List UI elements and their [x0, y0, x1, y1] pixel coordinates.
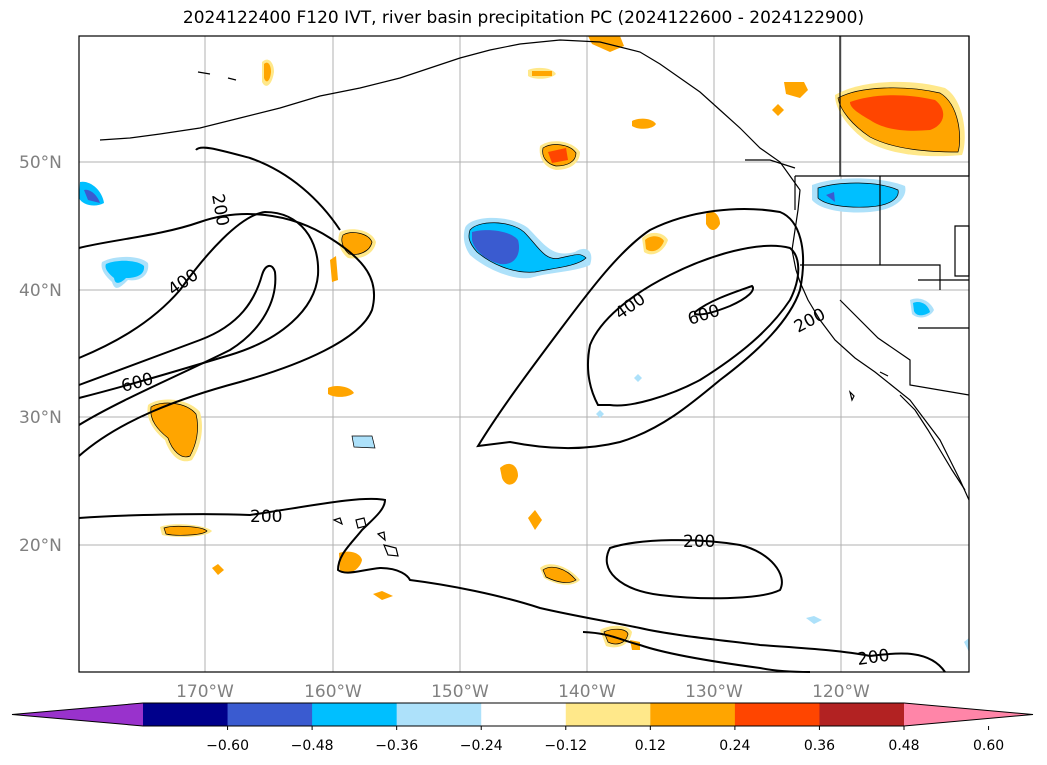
colorbar-segment: [650, 703, 736, 726]
colorbar-segment: [396, 703, 482, 726]
colorbar-tick-label: 0.48: [888, 738, 919, 754]
contour-label: 200: [250, 507, 282, 527]
lat-label: 20°N: [19, 536, 62, 556]
colorbar: −0.60 −0.48 −0.36 −0.24 −0.12 0.12 0.24 0.36 0.4…: [11, 702, 1034, 754]
contour-label: 200: [683, 532, 715, 552]
colorbar-tick-label: 0.24: [719, 738, 750, 754]
contour-label: 200: [856, 646, 891, 670]
colorbar-tick-label: 0.12: [635, 738, 666, 754]
colorbar-segment: [227, 703, 313, 726]
colorbar-tick-label: −0.36: [375, 738, 418, 754]
gridlines: [79, 36, 969, 672]
lon-label: 150°W: [431, 682, 489, 702]
lon-label: 130°W: [685, 682, 743, 702]
colorbar-outline: [11, 702, 1034, 727]
lon-label: 160°W: [304, 682, 362, 702]
lon-label: 120°W: [812, 682, 870, 702]
colorbar-tick-label: 0.36: [804, 738, 835, 754]
colorbar-tick-label: −0.48: [291, 738, 334, 754]
precip-outlines: [150, 87, 960, 645]
lon-label: 170°W: [176, 682, 234, 702]
colorbar-tick-label: −0.12: [544, 738, 587, 754]
lat-label: 30°N: [19, 408, 62, 428]
colorbar-segment: [312, 703, 398, 726]
colorbar-segment: [143, 703, 229, 726]
ivt-contours: [78, 146, 946, 673]
colorbar-extend-low: [12, 703, 143, 726]
map-border: [78, 35, 970, 673]
colorbar-segment: [565, 703, 651, 726]
colorbar-segment: [819, 703, 905, 726]
colorbar-extend-high: [904, 703, 1033, 726]
map-title: 2024122400 F120 IVT, river basin precipi…: [182, 8, 865, 28]
lat-label: 50°N: [19, 153, 62, 173]
colorbar-segment: [481, 703, 567, 726]
latitude-labels: 50°N 40°N 30°N 20°N: [19, 153, 62, 556]
colorbar-tick-label: 0.60: [973, 738, 1004, 754]
map-panel: 200 400 600 200 400 600 200 200 200: [78, 35, 970, 673]
lon-label: 140°W: [558, 682, 616, 702]
lat-label: 40°N: [19, 281, 62, 301]
colorbar-segment: [734, 703, 820, 726]
longitude-labels: 170°W 160°W 150°W 140°W 130°W 120°W: [176, 682, 870, 702]
colorbar-tick-label: −0.60: [206, 738, 249, 754]
colorbar-tick-label: −0.24: [460, 738, 503, 754]
